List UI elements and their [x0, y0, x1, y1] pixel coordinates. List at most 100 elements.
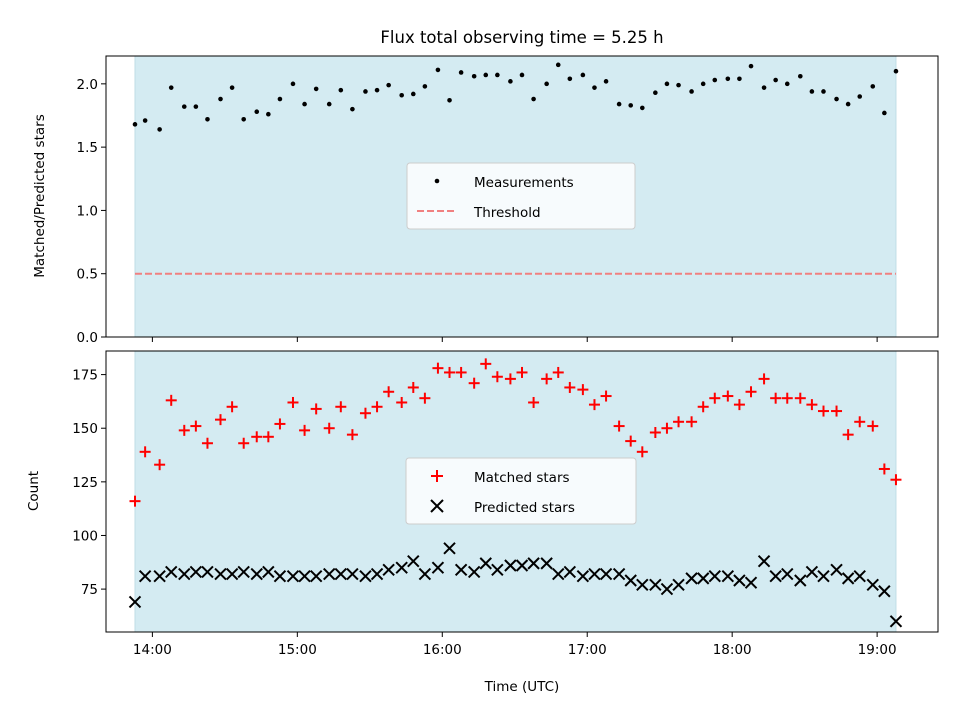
x-tick-label: 18:00 — [713, 642, 752, 658]
measurement-point — [544, 81, 549, 87]
measurement-point — [290, 81, 296, 87]
measurement-point — [495, 72, 500, 78]
measurement-point — [410, 91, 416, 97]
measurement-point — [338, 87, 344, 93]
matched-stars-point — [878, 463, 890, 475]
predicted-stars-point — [540, 557, 553, 570]
measurement-point — [676, 82, 681, 88]
matched-stars-point — [201, 437, 213, 449]
predicted-stars-point — [841, 572, 855, 585]
legend-predicted-marker — [430, 499, 444, 513]
measurement-point — [483, 72, 489, 78]
legend-measurements-label: Measurements — [474, 175, 574, 191]
matched-stars-point — [251, 431, 263, 443]
measurement-point — [700, 81, 706, 87]
measurement-point — [603, 79, 609, 84]
predicted-stars-point — [889, 615, 903, 628]
measurement-point — [326, 101, 332, 107]
predicted-stars-point — [359, 570, 372, 583]
matched-stars-point — [359, 407, 371, 419]
predicted-stars-point — [708, 570, 721, 583]
y-tick-label: 2.0 — [77, 77, 98, 93]
matched-stars-point — [323, 422, 335, 434]
predicted-stars-point — [733, 574, 746, 587]
measurement-point — [640, 105, 645, 111]
predicted-stars-point — [794, 574, 807, 587]
predicted-stars-point — [781, 567, 794, 581]
top-legend-box — [406, 162, 636, 230]
predicted-stars-point — [649, 578, 662, 592]
predicted-stars-point — [128, 595, 142, 609]
measurement-point — [471, 73, 477, 79]
x-tick-label: 16:00 — [423, 642, 462, 658]
measurement-point — [277, 96, 283, 102]
matched-stars-point — [383, 386, 395, 398]
predicted-stars-point — [467, 565, 481, 579]
predicted-stars-point — [685, 572, 698, 585]
y-tick-label: 175 — [72, 368, 98, 384]
matched-stars-point — [577, 384, 589, 396]
predicted-stars-point — [370, 567, 384, 581]
measurement-point — [313, 86, 319, 92]
measurement-point — [712, 77, 718, 83]
measurement-point — [399, 92, 404, 98]
measurement-point — [241, 116, 247, 122]
measurement-point — [157, 127, 162, 132]
predicted-stars-point — [407, 555, 420, 568]
matched-stars-point — [129, 495, 141, 507]
predicted-stars-point — [454, 563, 468, 577]
predicted-stars-point — [214, 567, 227, 581]
predicted-stars-point — [817, 570, 830, 583]
matched-stars-point — [504, 373, 516, 385]
predicted-stars-point — [323, 567, 336, 581]
matched-stars-point — [636, 446, 648, 458]
measurement-point — [447, 98, 452, 103]
measurement-point — [531, 96, 536, 102]
predicted-stars-point — [696, 572, 710, 585]
matched-stars-point — [396, 396, 408, 408]
y-tick-label: 100 — [72, 528, 98, 544]
matched-stars-point — [758, 373, 770, 385]
matched-stars-point — [371, 401, 383, 413]
predicted-stars-point — [830, 563, 843, 577]
y-tick-label: 150 — [72, 421, 98, 437]
matched-stars-point — [274, 418, 286, 430]
matched-stars-point — [310, 403, 322, 415]
bottom-legend-box — [405, 457, 637, 525]
measurement-point — [653, 90, 658, 96]
matched-stars-point — [215, 414, 227, 426]
measurement-point — [508, 79, 513, 84]
measurement-point — [580, 72, 586, 78]
predicted-stars-point — [138, 570, 152, 583]
matched-stars-point — [335, 401, 347, 413]
predicted-stars-point — [418, 567, 432, 581]
measurement-point — [761, 85, 767, 90]
measurement-point — [748, 63, 754, 69]
matched-stars-point — [552, 366, 564, 378]
matched-stars-point — [528, 396, 540, 408]
predicted-stars-point — [878, 585, 891, 598]
measurement-point — [809, 89, 815, 94]
measurement-point — [350, 106, 355, 112]
predicted-stars-point — [672, 578, 685, 592]
top-legend: Measurements Threshold — [406, 162, 636, 230]
measurement-point — [181, 104, 187, 109]
predicted-stars-point — [866, 578, 879, 592]
measurement-point — [266, 111, 271, 117]
matched-stars-point — [299, 424, 311, 436]
measurement-point — [363, 89, 368, 94]
matched-stars-point — [781, 392, 793, 404]
predicted-stars-point — [250, 567, 263, 581]
predicted-stars-point — [563, 565, 577, 579]
matched-stars-point — [407, 381, 419, 393]
x-tick-label: 19:00 — [858, 642, 897, 658]
matched-stars-point — [444, 366, 456, 378]
predicted-stars-point — [178, 567, 191, 581]
predicted-stars-point — [201, 565, 214, 579]
measurement-point — [254, 109, 260, 114]
matched-stars-point — [491, 371, 503, 383]
bottom-axes-frame — [105, 350, 939, 633]
measurement-point — [302, 101, 307, 107]
measurement-point — [737, 76, 742, 82]
measurement-point — [205, 116, 210, 122]
